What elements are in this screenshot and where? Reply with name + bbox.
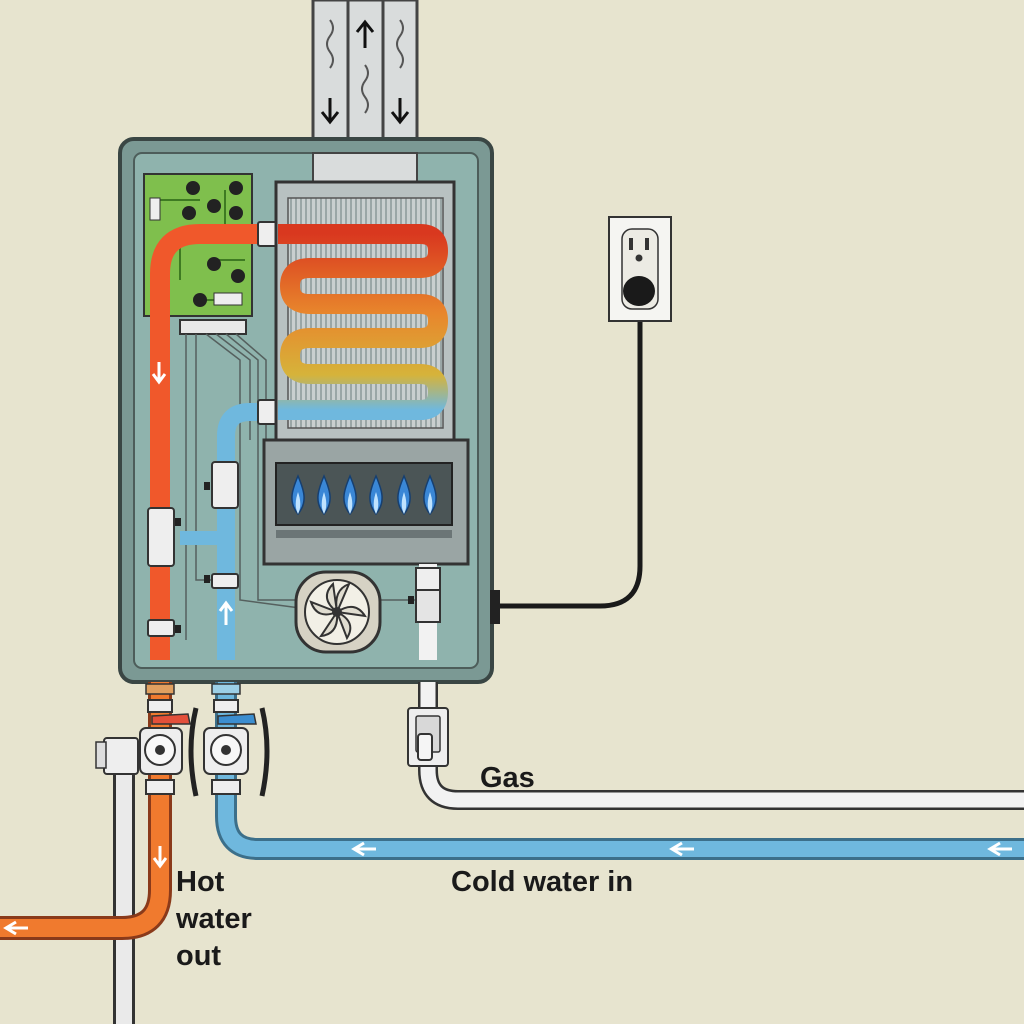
up-arrow-icon [218, 600, 234, 625]
valve-icon [407, 707, 449, 767]
left-arrow-icon [3, 920, 28, 936]
left-arrow-icon [669, 841, 694, 857]
hot-water-pipe [150, 224, 268, 660]
down-arrow-icon [320, 98, 340, 125]
left-arrow-icon [987, 841, 1012, 857]
sensors [175, 482, 210, 633]
heat-exchanger [274, 180, 456, 442]
down-arrow-icon [151, 362, 167, 385]
down-arrow-icon [152, 846, 168, 869]
cold-water-in-label: Cold water in [451, 866, 634, 898]
power-cord [500, 300, 643, 609]
fan-icon [294, 570, 382, 654]
flame-icon [317, 474, 331, 516]
flame-icon [423, 474, 437, 516]
flame-icon [343, 474, 357, 516]
hot-water-out-label-line1: Hot [176, 866, 225, 898]
cold-water-inlet-pipe [215, 682, 1024, 860]
up-arrow-icon [355, 19, 375, 48]
hot-water-out-label-line2: water [176, 903, 252, 935]
gas-label: Gas [480, 762, 535, 794]
flame-icon [291, 474, 305, 516]
pipe-fittings [147, 221, 279, 637]
hot-water-out-label-line3: out [176, 940, 222, 972]
left-arrow-icon [351, 841, 376, 857]
burner-flames [291, 474, 437, 516]
flame-icon [397, 474, 411, 516]
cold-water-pipe [217, 403, 268, 660]
flame-icon [369, 474, 383, 516]
down-arrow-icon [390, 98, 410, 125]
valve-icon [139, 683, 199, 797]
outlet-icon [608, 216, 672, 322]
valve-icon [203, 683, 270, 797]
hot-water-outlet-pipe [0, 682, 172, 940]
